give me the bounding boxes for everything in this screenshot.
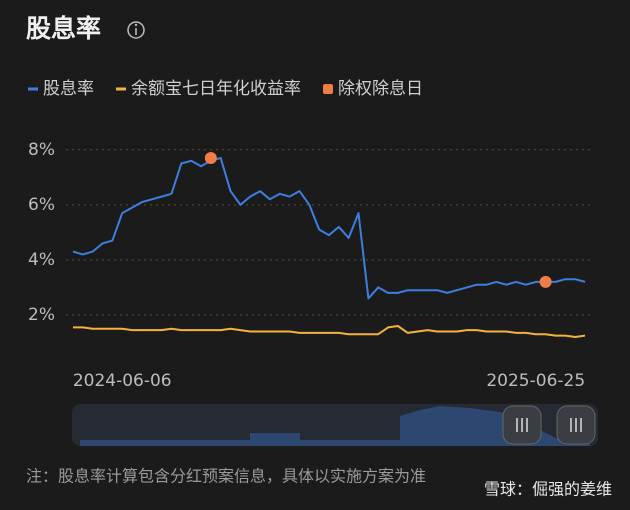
- series-line: [72, 157, 586, 300]
- navigator[interactable]: [72, 404, 598, 446]
- y-tick-label: 8%: [28, 140, 55, 160]
- legend-item[interactable]: 股息率: [28, 79, 94, 99]
- y-tick-label: 2%: [28, 305, 55, 325]
- legend-item[interactable]: 余额宝七日年化收益率: [116, 79, 301, 99]
- dividend-point: [539, 275, 552, 288]
- x-tick-label: 2025-06-25: [486, 371, 585, 391]
- legend-item[interactable]: 除权除息日: [323, 79, 423, 99]
- legend-label: 余额宝七日年化收益率: [131, 79, 301, 99]
- watermark: 雪球：倔强的姜维: [484, 480, 612, 499]
- info-icon[interactable]: [127, 21, 145, 39]
- legend-label: 股息率: [43, 79, 94, 99]
- chart-title: 股息率: [26, 14, 101, 43]
- legend-label: 除权除息日: [338, 79, 423, 99]
- series-line: [73, 325, 586, 338]
- x-tick-label: 2024-06-06: [73, 371, 172, 391]
- y-tick-label: 6%: [28, 195, 55, 215]
- dividend-point: [204, 152, 217, 165]
- footnote: 注：股息率计算包含分红预案信息，具体以实施方案为准: [26, 467, 426, 486]
- y-tick-label: 4%: [28, 250, 55, 270]
- legend-swatch: [323, 84, 333, 94]
